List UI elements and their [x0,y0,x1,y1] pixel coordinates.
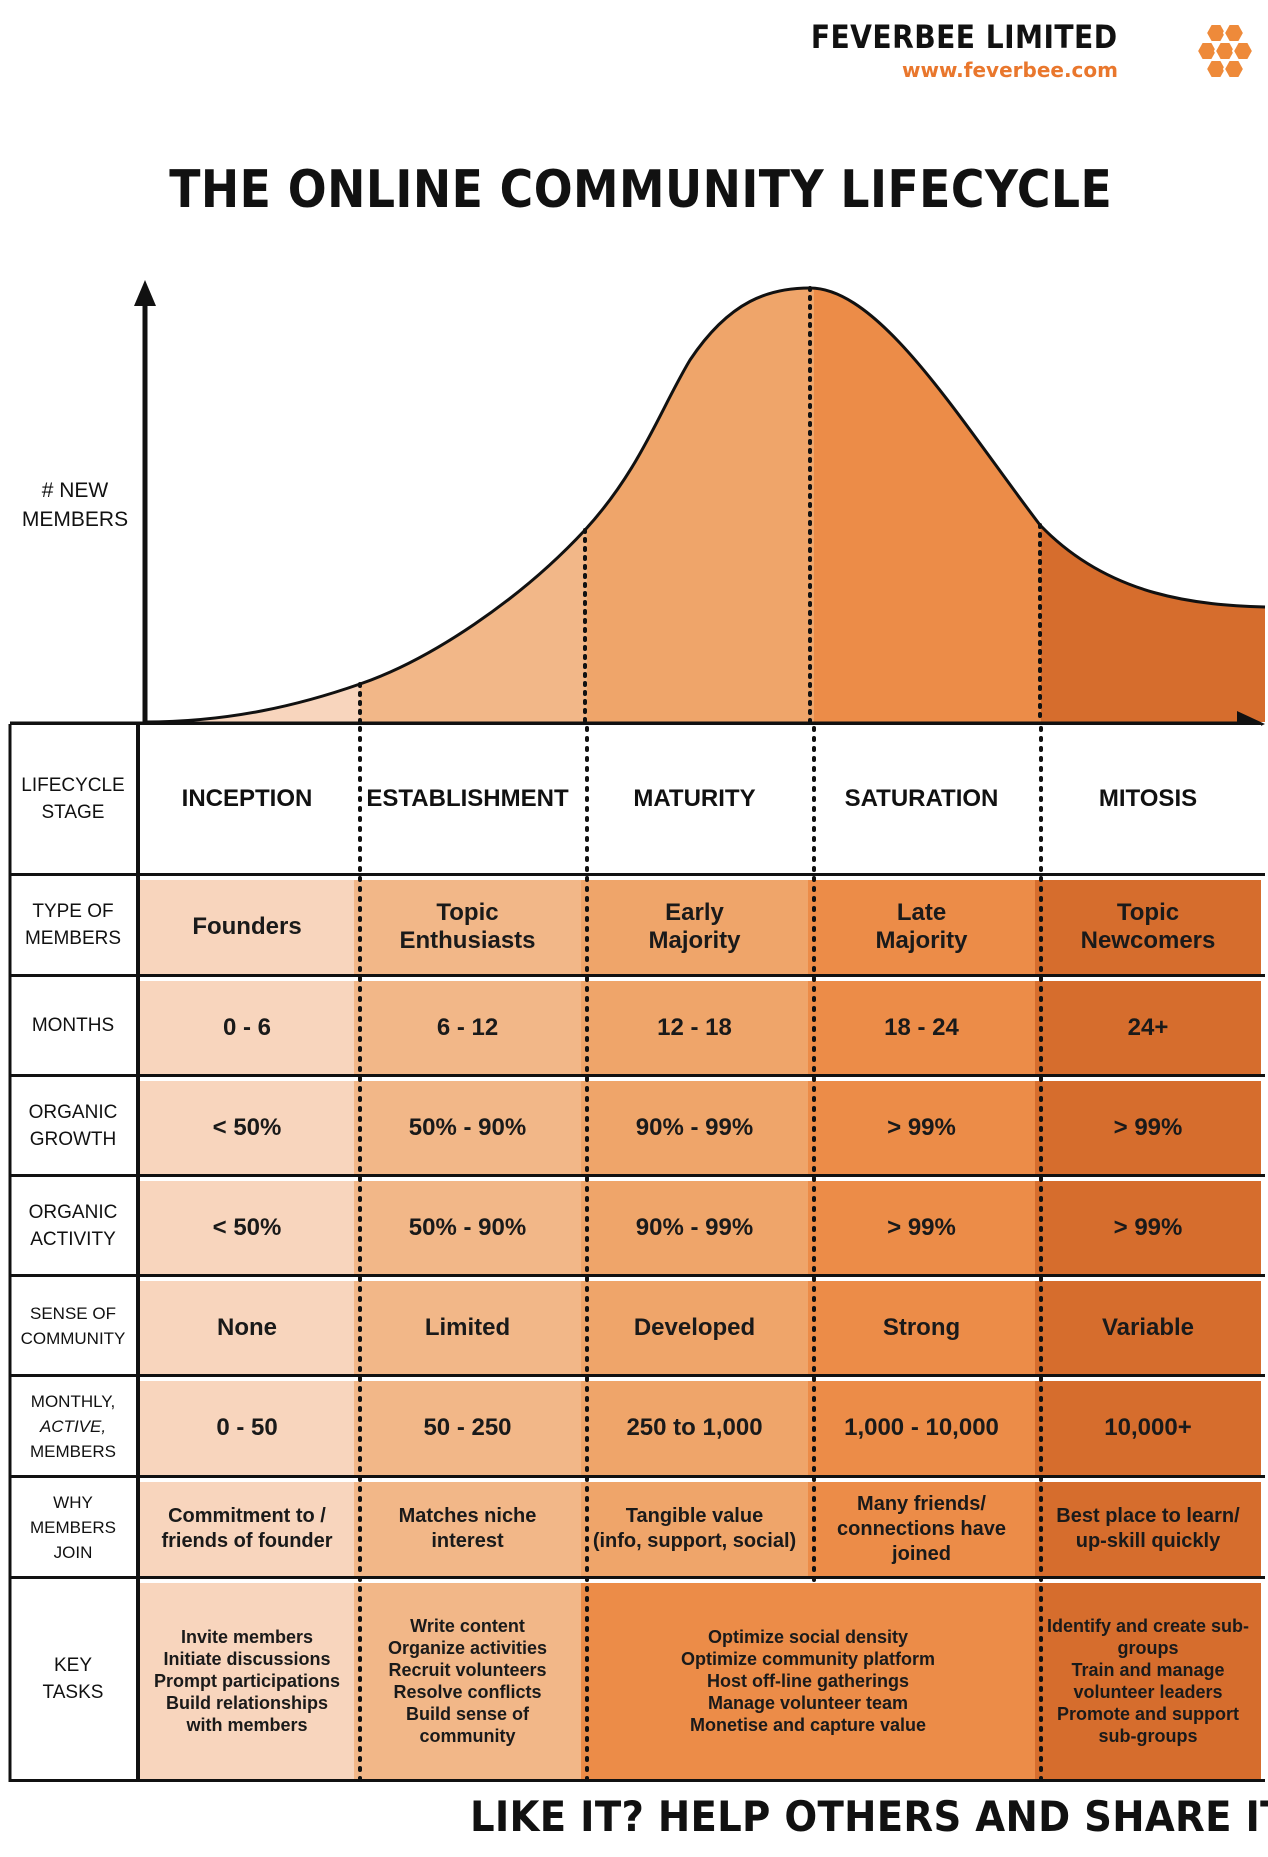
table-cell: 12 - 18 [581,977,808,1074]
curve-region-establishment [360,288,587,722]
table-cell: Matches niche interest [354,1478,581,1576]
table-cell: Invite members Initiate discussions Prompt… [140,1579,354,1779]
table-cell: 50% - 90% [354,1077,581,1174]
table-cell: Founders [140,876,354,974]
table-cell: Tangible value (info, support, social) [581,1478,808,1576]
curve-region-saturation [814,288,1041,722]
table-cell: > 99% [808,1077,1035,1174]
brand-name: FEVERBEE LIMITED [811,18,1118,56]
row-label: LIFECYCLE STAGE [10,725,140,873]
table-cell: Limited [354,1277,581,1374]
table-cell: Variable [1035,1277,1261,1374]
row-key-tasks: KEY TASKS Invite members Initiate discussi… [10,1576,1265,1782]
curve-region-mitosis [1041,288,1265,722]
table-cell: 24+ [1035,977,1261,1074]
curve-region-inception [145,288,360,722]
row-lifecycle-stage: LIFECYCLE STAGE INCEPTION ESTABLISHMENT M… [10,725,1265,873]
stage-saturation: SATURATION [808,725,1035,873]
y-axis-label-line: MEMBERS [21,508,129,531]
table-cell: 10,000+ [1035,1377,1261,1475]
table-cell: Early Majority [581,876,808,974]
table-cell: 6 - 12 [354,977,581,1074]
row-label: SENSE OF COMMUNITY [10,1277,140,1374]
row-monthly-active-members: MONTHLY, ACTIVE, MEMBERS 0 - 50 50 - 250 2… [10,1374,1265,1475]
table-cell: 250 to 1,000 [581,1377,808,1475]
share-call-to-action[interactable]: LIKE IT? HELP OTHERS AND SHARE IT [470,1792,1268,1841]
table-cell: 18 - 24 [808,977,1035,1074]
row-months: MONTHS 0 - 6 6 - 12 12 - 18 18 - 24 24+ [10,974,1265,1074]
table-cell: < 50% [140,1077,354,1174]
table-cell: < 50% [140,1177,354,1274]
row-organic-activity: ORGANIC ACTIVITY < 50% 50% - 90% 90% - 99… [10,1174,1265,1274]
table-cell: Identify and create sub-groups Train and … [1035,1579,1261,1779]
y-axis-arrow-icon [134,280,156,306]
table-cell: 90% - 99% [581,1077,808,1174]
row-label: MONTHS [10,977,140,1074]
lifecycle-curve [10,280,1266,1780]
table-cell: 1,000 - 10,000 [808,1377,1035,1475]
table-cell: 90% - 99% [581,1177,808,1274]
y-axis-label-line: # NEW [41,479,109,502]
row-label: WHY MEMBERS JOIN [10,1478,140,1576]
y-axis-label: # NEW MEMBERS [10,476,140,534]
table-cell: Topic Newcomers [1035,876,1261,974]
stage-inception: INCEPTION [140,725,354,873]
row-label: ORGANIC ACTIVITY [10,1177,140,1274]
brand-header: FEVERBEE LIMITED www.feverbee.com [769,18,1118,82]
table-cell: 0 - 50 [140,1377,354,1475]
table-cell: Many friends/connections have joined [808,1478,1035,1576]
table-cell: 50% - 90% [354,1177,581,1274]
table-cell: Strong [808,1277,1035,1374]
table-cell: 50 - 250 [354,1377,581,1475]
table-cell: Developed [581,1277,808,1374]
brand-url[interactable]: www.feverbee.com [902,58,1118,82]
row-type-of-members: TYPE OF MEMBERS Founders Topic Enthusiasts… [10,873,1265,974]
table-cell: Best place to learn/up-skill quickly [1035,1478,1261,1576]
row-label: ORGANIC GROWTH [10,1077,140,1174]
hexagon-logo-icon [1195,23,1255,79]
row-label: MONTHLY, ACTIVE, MEMBERS [10,1377,140,1475]
table-cell: Optimize social density Optimize communit… [581,1579,1035,1779]
table-cell: > 99% [1035,1077,1261,1174]
stage-maturity: MATURITY [581,725,808,873]
row-sense-of-community: SENSE OF COMMUNITY None Limited Developed… [10,1274,1265,1374]
table-cell: > 99% [808,1177,1035,1274]
table-cell: 0 - 6 [140,977,354,1074]
table-cell: None [140,1277,354,1374]
row-label: KEY TASKS [10,1579,140,1779]
row-organic-growth: ORGANIC GROWTH < 50% 50% - 90% 90% - 99% … [10,1074,1265,1174]
table-cell: Commitment to / friends of founder [140,1478,354,1576]
stage-mitosis: MITOSIS [1035,725,1261,873]
row-why-members-join: WHY MEMBERS JOIN Commitment to / friends of… [10,1475,1265,1576]
table-cell: Topic Enthusiasts [354,876,581,974]
lifecycle-table: LIFECYCLE STAGE INCEPTION ESTABLISHMENT M… [10,725,1265,1782]
page-title: THE ONLINE COMMUNITY LIFECYCLE [169,160,1113,220]
row-label: TYPE OF MEMBERS [10,876,140,974]
table-cell: Late Majority [808,876,1035,974]
table-cell: Write content Organize activities Recruit … [354,1579,581,1779]
table-cell: > 99% [1035,1177,1261,1274]
stage-establishment: ESTABLISHMENT [354,725,581,873]
